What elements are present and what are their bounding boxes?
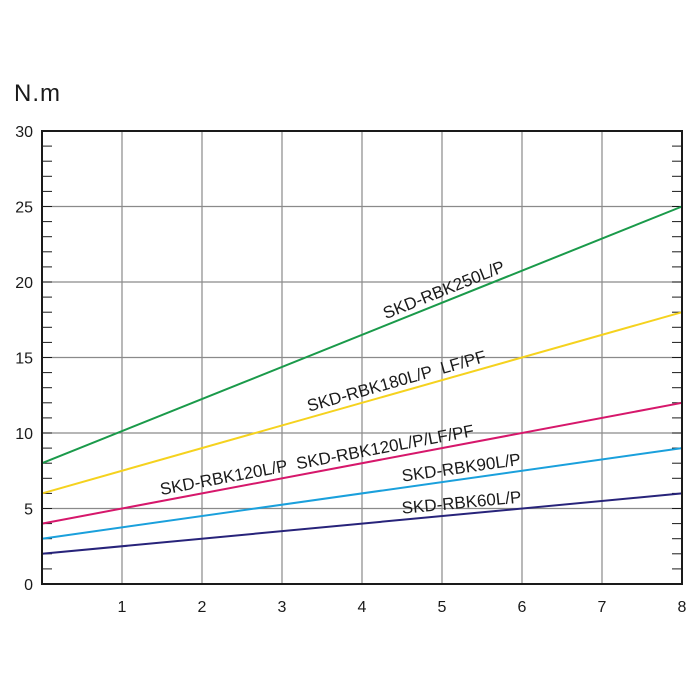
y-tick-label: 30 xyxy=(15,124,33,141)
x-tick-label: 1 xyxy=(118,599,127,616)
x-tick-label: 7 xyxy=(598,599,607,616)
series-lines xyxy=(41,205,683,555)
series-line-1 xyxy=(41,311,683,495)
series-line-2 xyxy=(41,401,683,525)
plot-frame xyxy=(41,130,683,585)
x-tick-label: 5 xyxy=(438,599,447,616)
y-axis-unit-label: N.m xyxy=(14,80,61,107)
series-line-4 xyxy=(41,492,683,555)
y-tick-labels: 0 5 10 15 20 25 30 xyxy=(15,124,33,594)
y-tick-label: 0 xyxy=(24,577,33,594)
x-tick-label: 4 xyxy=(358,599,367,616)
x-tick-label: 6 xyxy=(518,599,527,616)
y-tick-label: 5 xyxy=(24,502,33,519)
y-tick-label: 25 xyxy=(15,200,33,217)
y-tick-label: 10 xyxy=(15,426,33,443)
grid xyxy=(42,130,683,585)
x-tick-label: 3 xyxy=(278,599,287,616)
x-tick-label: 8 xyxy=(678,599,687,616)
series-line-3 xyxy=(41,447,683,540)
y-tick-label: 15 xyxy=(15,351,33,368)
x-tick-label: 2 xyxy=(198,599,207,616)
x-tick-labels: 1 2 3 4 5 6 7 8 xyxy=(118,599,687,616)
series-label-0: SKD-RBK250L/P xyxy=(380,257,507,323)
y-tick-label: 20 xyxy=(15,275,33,292)
series-line-0 xyxy=(41,205,683,465)
